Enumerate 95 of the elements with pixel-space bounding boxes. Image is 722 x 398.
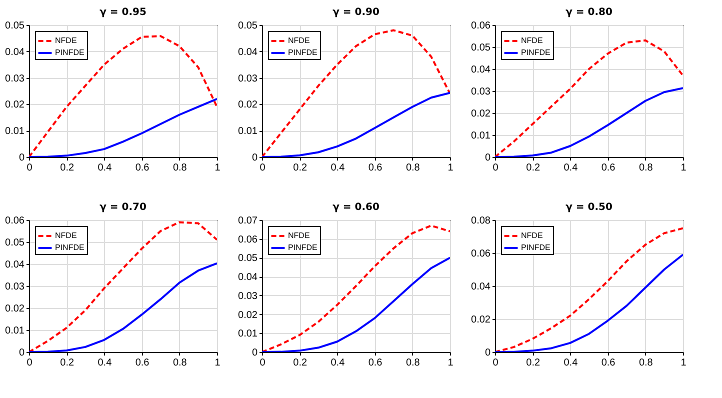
x-tick-label: 0 (26, 358, 33, 368)
chart-title: γ = 0.60 (332, 202, 380, 213)
x-tick-label: 0 (492, 358, 499, 368)
y-tick-label: 0.06 (238, 234, 258, 246)
legend-label: NFDE (288, 36, 310, 45)
x-tick-label: 0.6 (368, 162, 383, 174)
y-tick-label: 0.03 (471, 86, 491, 98)
x-tick-label: 0.2 (293, 162, 308, 174)
legend-label: PINFDE (521, 48, 550, 57)
y-tick-label: 0.02 (471, 314, 491, 326)
y-tick-label: 0.06 (5, 216, 25, 226)
legend-label: NFDE (55, 36, 77, 45)
y-tick-label: 0.01 (471, 130, 491, 142)
x-tick-label: 1 (448, 162, 454, 174)
y-tick-label: 0.04 (5, 260, 25, 270)
x-tick-label: 1 (448, 358, 454, 368)
x-tick-label: 0.6 (135, 358, 150, 368)
x-tick-label: 1 (214, 358, 221, 368)
legend-label: NFDE (288, 231, 310, 240)
y-tick-label: 0.02 (471, 108, 491, 120)
x-tick-label: 0.8 (638, 162, 654, 174)
y-tick-label: 0 (252, 348, 258, 358)
chart-title: γ = 0.90 (332, 7, 380, 18)
y-tick-label: 0 (18, 152, 25, 164)
x-tick-label: 0.8 (406, 358, 420, 368)
x-tick-label: 0.4 (330, 358, 346, 368)
legend-label: PINFDE (55, 48, 84, 57)
legend-label: NFDE (521, 231, 543, 240)
x-tick-label: 0.2 (60, 358, 74, 368)
x-tick-label: 0.4 (98, 162, 112, 174)
chart-title: γ = 0.95 (100, 7, 146, 18)
legend-label: PINFDE (521, 243, 550, 252)
y-tick-label: 0.03 (238, 73, 258, 84)
y-tick-label: 0.03 (5, 73, 25, 84)
x-tick-label: 0.8 (172, 358, 188, 368)
y-tick-label: 0.07 (238, 216, 258, 226)
x-tick-label: 0.2 (293, 358, 308, 368)
line-series (29, 221, 217, 352)
x-tick-label: 0.4 (564, 162, 578, 174)
x-tick-label: 0.8 (172, 162, 188, 174)
x-tick-label: 0 (26, 162, 33, 174)
y-tick-label: 0 (484, 152, 491, 164)
x-tick-label: 0.2 (526, 358, 540, 368)
x-tick-label: 0.4 (564, 358, 578, 368)
legend-label: NFDE (55, 231, 77, 240)
x-tick-label: 0.8 (638, 358, 654, 368)
x-tick-label: 0.2 (526, 162, 540, 174)
y-tick-label: 0.05 (5, 20, 25, 32)
y-tick-label: 0.04 (471, 64, 491, 76)
y-tick-label: 0.05 (471, 42, 491, 54)
y-tick-label: 0.04 (5, 46, 25, 58)
y-tick-label: 0.05 (238, 20, 258, 32)
x-tick-label: 0.6 (368, 358, 383, 368)
y-tick-label: 0.08 (471, 216, 491, 226)
y-tick-label: 0 (252, 152, 258, 164)
y-tick-label: 0.04 (471, 282, 491, 292)
legend-label: NFDE (521, 36, 543, 45)
chart-title: γ = 0.70 (100, 202, 146, 213)
x-tick-label: 0.8 (406, 162, 420, 174)
x-tick-label: 1 (680, 358, 687, 368)
legend-label: PINFDE (288, 243, 318, 252)
x-tick-label: 0 (260, 358, 266, 368)
x-tick-label: 0 (260, 162, 266, 174)
legend-label: PINFDE (288, 48, 318, 57)
x-tick-label: 0.6 (135, 162, 150, 174)
x-tick-label: 0.2 (60, 162, 74, 174)
y-tick-label: 0.06 (471, 248, 491, 260)
x-tick-label: 0.4 (98, 358, 112, 368)
y-tick-label: 0.05 (238, 253, 258, 264)
chart-title: γ = 0.80 (566, 7, 612, 18)
legend-label: PINFDE (55, 243, 84, 252)
y-tick-label: 0.02 (238, 100, 258, 111)
chart-title: γ = 0.50 (566, 202, 612, 213)
y-tick-label: 0.01 (238, 328, 258, 340)
y-tick-label: 0.04 (238, 46, 258, 58)
y-tick-label: 0 (484, 348, 491, 358)
y-tick-label: 0 (18, 348, 25, 358)
x-tick-label: 0.4 (330, 162, 346, 174)
x-tick-label: 0.6 (601, 162, 616, 174)
x-tick-label: 0.6 (601, 358, 616, 368)
y-tick-label: 0.01 (5, 126, 25, 138)
y-tick-label: 0.03 (238, 290, 258, 302)
y-tick-label: 0.06 (471, 20, 491, 32)
x-tick-label: 1 (214, 162, 221, 174)
y-tick-label: 0.02 (238, 310, 258, 321)
x-tick-label: 0 (492, 162, 499, 174)
y-tick-label: 0.03 (5, 282, 25, 292)
line-series (262, 29, 450, 157)
y-tick-label: 0.05 (5, 238, 25, 248)
x-tick-label: 1 (680, 162, 687, 174)
y-tick-label: 0.02 (5, 100, 25, 111)
y-tick-label: 0.01 (5, 326, 25, 336)
y-tick-label: 0.02 (5, 304, 25, 314)
y-tick-label: 0.01 (238, 126, 258, 138)
y-tick-label: 0.04 (238, 272, 258, 284)
